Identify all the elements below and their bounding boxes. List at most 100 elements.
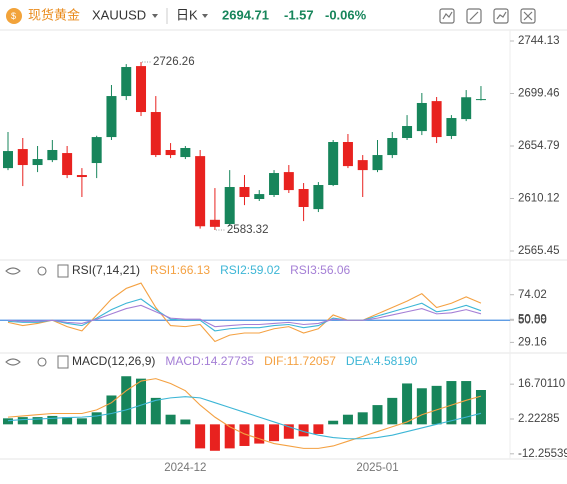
extreme-label: 2583.32 bbox=[227, 224, 269, 236]
macd-bar bbox=[121, 376, 132, 425]
candle-body bbox=[402, 126, 413, 139]
change: -1.57 bbox=[284, 7, 314, 22]
macd-bar bbox=[446, 381, 457, 425]
macd-bar bbox=[328, 420, 339, 425]
price: 2694.71 bbox=[222, 7, 269, 22]
symbol-name: 现货黄金 bbox=[28, 7, 80, 22]
candle-body bbox=[209, 219, 220, 227]
y-tick-label: 29.16 bbox=[518, 336, 547, 348]
macd-collapse[interactable] bbox=[57, 355, 69, 369]
candle-body bbox=[342, 142, 353, 167]
y-tick-label: -12.25539 bbox=[518, 448, 567, 460]
candle-body bbox=[313, 185, 324, 210]
y-tick-label: 2744.13 bbox=[518, 35, 560, 47]
y-tick-label: 2.22285 bbox=[518, 413, 560, 425]
macd-bar bbox=[3, 418, 13, 425]
symbol-dropdown[interactable] bbox=[152, 14, 158, 18]
candle-body bbox=[47, 149, 58, 161]
candle-body bbox=[446, 118, 457, 137]
symbol-icon bbox=[6, 8, 22, 24]
change-pct: -0.06% bbox=[325, 7, 367, 22]
x-tick-label: 2024-12 bbox=[164, 462, 206, 474]
period[interactable]: 日K bbox=[176, 7, 198, 22]
y-tick-label: 2699.46 bbox=[518, 88, 560, 100]
macd-bar bbox=[387, 397, 398, 425]
legend-entry: MACD:14.27735 bbox=[165, 354, 254, 368]
x-tick-label: 2025-01 bbox=[356, 462, 398, 474]
candle-body bbox=[387, 138, 398, 156]
macd-bar bbox=[416, 388, 427, 425]
rsi-line bbox=[7, 298, 482, 332]
macd-settings[interactable] bbox=[37, 357, 47, 367]
macd-bar bbox=[475, 389, 486, 425]
rsi-line bbox=[7, 304, 482, 328]
macd-bar bbox=[32, 417, 43, 425]
macd-bar bbox=[357, 412, 368, 425]
candle-body bbox=[224, 187, 235, 225]
candle-body bbox=[165, 149, 176, 156]
candle-body bbox=[136, 66, 147, 113]
candle-body bbox=[357, 160, 368, 171]
macd-bar bbox=[431, 385, 442, 425]
candle-body bbox=[431, 101, 442, 138]
rsi-visibility[interactable] bbox=[5, 267, 21, 275]
legend-entry: RSI3:56.06 bbox=[290, 263, 350, 277]
tool-draw-glyph bbox=[469, 11, 479, 21]
y-tick-label: 50.89 bbox=[518, 313, 547, 325]
macd-bar bbox=[106, 395, 117, 425]
macd-bar bbox=[136, 378, 147, 425]
candle-body bbox=[76, 175, 87, 178]
indicator-title: MACD(12,26,9) bbox=[72, 354, 155, 368]
macd-bar bbox=[195, 424, 206, 449]
tool-indicator-glyph bbox=[442, 11, 453, 20]
candle-body bbox=[3, 151, 13, 169]
candle-body bbox=[283, 172, 294, 191]
legend-entry: RSI2:59.02 bbox=[220, 263, 280, 277]
indicator-title: RSI(7,14,21) bbox=[72, 263, 140, 277]
candle-body bbox=[32, 159, 43, 166]
candle-body bbox=[269, 173, 280, 196]
extreme-label: 2726.26 bbox=[153, 56, 195, 68]
macd-bar bbox=[62, 417, 73, 425]
candle-body bbox=[372, 155, 383, 171]
candle-body bbox=[150, 112, 161, 156]
macd-line bbox=[7, 378, 482, 449]
candle-body bbox=[254, 194, 265, 200]
macd-visibility[interactable] bbox=[5, 358, 21, 366]
candle-body bbox=[475, 99, 486, 101]
y-tick-label: 2565.45 bbox=[518, 245, 560, 257]
candle-body bbox=[195, 156, 206, 227]
macd-bar bbox=[76, 418, 87, 425]
tool-draw[interactable] bbox=[466, 8, 482, 24]
tool-fullscreen[interactable] bbox=[520, 8, 536, 24]
macd-bar bbox=[372, 405, 383, 425]
macd-bar bbox=[402, 383, 413, 425]
candle-body bbox=[180, 147, 191, 158]
rsi-settings[interactable] bbox=[37, 266, 47, 276]
rsi-line bbox=[7, 282, 482, 343]
macd-line bbox=[7, 396, 482, 440]
legend-entry: DIF:11.72057 bbox=[264, 354, 336, 368]
symbol-icon-glyph: $ bbox=[11, 11, 16, 21]
candle-body bbox=[298, 189, 309, 207]
macd-bar bbox=[254, 424, 265, 444]
tool-fullscreen-glyph bbox=[523, 11, 533, 21]
period-dropdown[interactable] bbox=[202, 14, 208, 18]
macd-bar bbox=[209, 424, 220, 451]
candle-body bbox=[62, 153, 73, 176]
candle-body bbox=[91, 137, 102, 164]
tool-indicator[interactable] bbox=[439, 8, 455, 24]
macd-bar bbox=[461, 381, 472, 425]
legend-entry: RSI1:66.13 bbox=[150, 263, 210, 277]
tool-compare-glyph bbox=[496, 11, 507, 20]
macd-bar bbox=[165, 414, 176, 425]
candle-body bbox=[416, 102, 427, 132]
symbol-code[interactable]: XAUUSD bbox=[92, 7, 146, 22]
candle-body bbox=[239, 187, 250, 198]
rsi-collapse[interactable] bbox=[57, 264, 69, 278]
y-tick-label: 2654.79 bbox=[518, 140, 560, 152]
macd-bar bbox=[91, 412, 102, 425]
tool-compare[interactable] bbox=[493, 8, 509, 24]
